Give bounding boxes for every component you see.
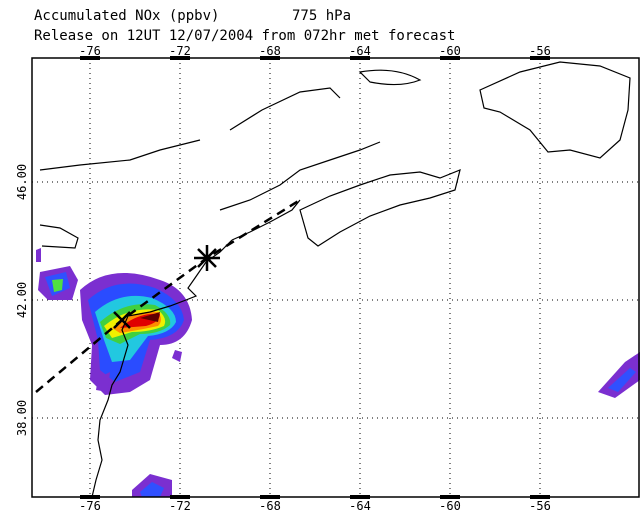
tick-bar	[350, 495, 370, 499]
lon-label-top: -72	[169, 44, 191, 58]
tick-bar	[530, 495, 550, 499]
lon-label-top: -76	[79, 44, 101, 58]
lon-label-bottom: -68	[259, 499, 281, 512]
lat-label: 46.00	[15, 164, 29, 200]
tick-bar	[440, 495, 460, 499]
frame	[31, 57, 640, 498]
lon-label-top: -56	[529, 44, 551, 58]
coastlines	[39, 61, 631, 498]
tick-bar	[260, 56, 280, 60]
lon-label-bottom: -56	[529, 499, 551, 512]
grid	[32, 58, 639, 497]
lon-label-bottom: -76	[79, 499, 101, 512]
title-right: 775 hPa	[292, 8, 351, 24]
plume	[36, 248, 640, 497]
lon-label-top: -68	[259, 44, 281, 58]
lat-label: 38.00	[15, 400, 29, 436]
lon-label-top: -60	[439, 44, 461, 58]
tick-bar	[440, 56, 460, 60]
lon-label-bottom: -60	[439, 499, 461, 512]
lon-label-top: -64	[349, 44, 371, 58]
tick-bar	[80, 56, 100, 60]
subtitle: Release on 12UT 12/07/2004 from 072hr me…	[34, 28, 455, 44]
tick-bar	[170, 56, 190, 60]
lon-label-bottom: -64	[349, 499, 371, 512]
lon-label-bottom: -72	[169, 499, 191, 512]
tick-bar	[530, 56, 550, 60]
lat-label: 42.00	[15, 282, 29, 318]
tick-bar	[350, 56, 370, 60]
tick-bar	[170, 495, 190, 499]
title-left: Accumulated NOx (ppbv)	[34, 8, 219, 24]
tick-bar	[260, 495, 280, 499]
trajectory	[35, 198, 301, 393]
tick-bar	[80, 495, 100, 499]
